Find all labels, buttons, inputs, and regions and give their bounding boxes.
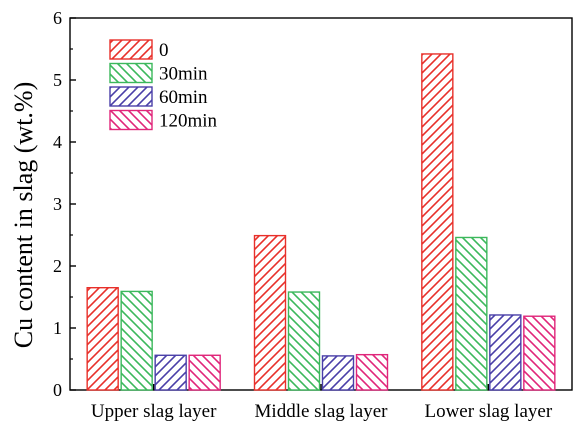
bar-30min-1: [120, 290, 153, 391]
bar-30min-3: [455, 236, 488, 391]
bar-120min-3: [523, 315, 556, 391]
y-tick-label: 4: [53, 132, 62, 152]
legend-label: 0: [159, 40, 169, 61]
bar-60min-3: [489, 314, 522, 391]
x-tick-label: Middle slag layer: [255, 401, 389, 422]
bar-60min-2: [321, 355, 355, 391]
bar-0-3: [421, 53, 454, 391]
x-tick-label: Upper slag layer: [91, 401, 217, 422]
y-tick-label: 0: [53, 380, 62, 400]
bar-0-1: [86, 287, 119, 391]
y-tick-label: 2: [53, 256, 62, 276]
y-axis-label: Cu content in slag (wt.%): [9, 82, 38, 348]
y-tick-label: 3: [53, 194, 62, 214]
bar-60min-1: [154, 354, 187, 391]
legend-swatch: [109, 39, 153, 60]
y-tick-label: 1: [53, 318, 62, 338]
legend-label: 30min: [159, 64, 208, 85]
bar-120min-1: [188, 354, 221, 391]
legend-swatch: [109, 62, 153, 84]
bar-120min-2: [355, 353, 389, 391]
legend-label: 120min: [159, 111, 218, 132]
y-tick-label: 6: [53, 8, 62, 28]
y-tick-label: 5: [53, 70, 62, 90]
bar-0-2: [253, 234, 287, 391]
legend-swatch: [109, 109, 153, 131]
legend-label: 60min: [159, 87, 208, 108]
legend-swatch: [109, 86, 153, 107]
x-tick-label: Lower slag layer: [424, 401, 552, 422]
bar-30min-2: [287, 291, 321, 391]
